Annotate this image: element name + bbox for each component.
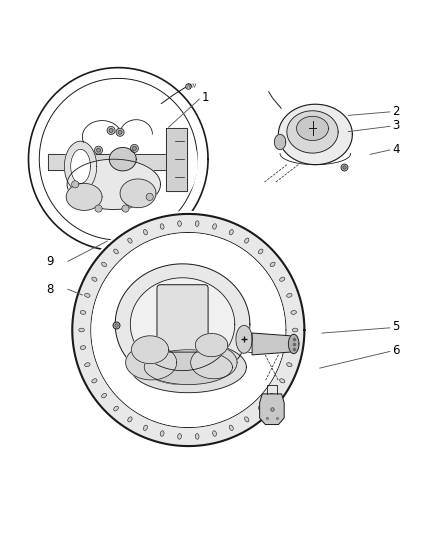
Ellipse shape xyxy=(143,425,148,431)
Polygon shape xyxy=(48,101,197,227)
Polygon shape xyxy=(126,345,177,380)
Polygon shape xyxy=(71,149,90,183)
FancyBboxPatch shape xyxy=(157,285,208,352)
Ellipse shape xyxy=(160,431,164,437)
Ellipse shape xyxy=(286,363,292,367)
Polygon shape xyxy=(166,128,187,191)
Polygon shape xyxy=(67,159,160,209)
Ellipse shape xyxy=(178,434,181,439)
Circle shape xyxy=(131,144,138,152)
Ellipse shape xyxy=(160,224,164,229)
Ellipse shape xyxy=(85,363,90,367)
Ellipse shape xyxy=(85,293,90,297)
Polygon shape xyxy=(131,278,235,370)
Ellipse shape xyxy=(143,230,148,235)
Polygon shape xyxy=(92,233,285,426)
Ellipse shape xyxy=(128,238,132,243)
Ellipse shape xyxy=(291,311,297,314)
Polygon shape xyxy=(70,212,307,448)
Text: 2: 2 xyxy=(392,104,399,117)
Polygon shape xyxy=(252,333,293,355)
Polygon shape xyxy=(28,68,208,251)
Circle shape xyxy=(95,205,102,212)
Polygon shape xyxy=(39,78,197,240)
Polygon shape xyxy=(236,325,252,353)
Polygon shape xyxy=(66,183,102,211)
Ellipse shape xyxy=(229,425,233,431)
Ellipse shape xyxy=(195,221,199,227)
Ellipse shape xyxy=(244,238,249,243)
Polygon shape xyxy=(115,264,250,385)
Ellipse shape xyxy=(279,277,285,281)
Ellipse shape xyxy=(102,393,106,398)
Ellipse shape xyxy=(244,417,249,422)
Ellipse shape xyxy=(80,311,86,314)
Ellipse shape xyxy=(292,328,298,332)
Ellipse shape xyxy=(178,221,181,227)
Polygon shape xyxy=(72,214,304,446)
Polygon shape xyxy=(48,154,183,170)
Text: 8: 8 xyxy=(46,283,53,296)
Ellipse shape xyxy=(102,262,106,266)
Circle shape xyxy=(146,193,153,200)
Polygon shape xyxy=(260,394,284,424)
Ellipse shape xyxy=(80,346,86,350)
Ellipse shape xyxy=(270,393,275,398)
Ellipse shape xyxy=(291,346,297,350)
Polygon shape xyxy=(191,346,237,379)
Circle shape xyxy=(132,147,136,150)
Ellipse shape xyxy=(270,262,275,266)
Text: 9: 9 xyxy=(46,255,53,268)
Ellipse shape xyxy=(229,230,233,235)
Polygon shape xyxy=(144,350,233,385)
Polygon shape xyxy=(297,116,328,141)
Ellipse shape xyxy=(128,417,132,422)
Polygon shape xyxy=(131,342,246,393)
Circle shape xyxy=(118,130,122,134)
Ellipse shape xyxy=(92,379,97,383)
Polygon shape xyxy=(287,111,338,153)
Ellipse shape xyxy=(195,434,199,439)
Circle shape xyxy=(71,181,79,188)
Ellipse shape xyxy=(258,406,263,411)
Ellipse shape xyxy=(279,379,285,383)
Circle shape xyxy=(95,146,102,154)
Polygon shape xyxy=(110,148,136,171)
Ellipse shape xyxy=(258,249,263,254)
Ellipse shape xyxy=(114,406,118,411)
Circle shape xyxy=(96,148,100,152)
Text: 1: 1 xyxy=(201,91,209,104)
Ellipse shape xyxy=(286,293,292,297)
Polygon shape xyxy=(64,141,97,191)
Circle shape xyxy=(109,128,113,132)
Circle shape xyxy=(116,128,124,136)
Polygon shape xyxy=(279,104,352,165)
Text: 3: 3 xyxy=(392,119,399,132)
Text: 6: 6 xyxy=(392,344,399,357)
Polygon shape xyxy=(120,179,156,208)
Text: 5: 5 xyxy=(392,320,399,334)
Ellipse shape xyxy=(114,249,118,254)
Ellipse shape xyxy=(92,277,97,281)
Text: 4: 4 xyxy=(392,143,399,156)
Circle shape xyxy=(122,205,129,212)
Polygon shape xyxy=(195,334,228,357)
Circle shape xyxy=(107,126,115,134)
Ellipse shape xyxy=(212,224,216,229)
Ellipse shape xyxy=(79,328,85,332)
Polygon shape xyxy=(131,336,169,364)
Polygon shape xyxy=(274,134,286,150)
Ellipse shape xyxy=(212,431,216,437)
Polygon shape xyxy=(289,334,299,353)
